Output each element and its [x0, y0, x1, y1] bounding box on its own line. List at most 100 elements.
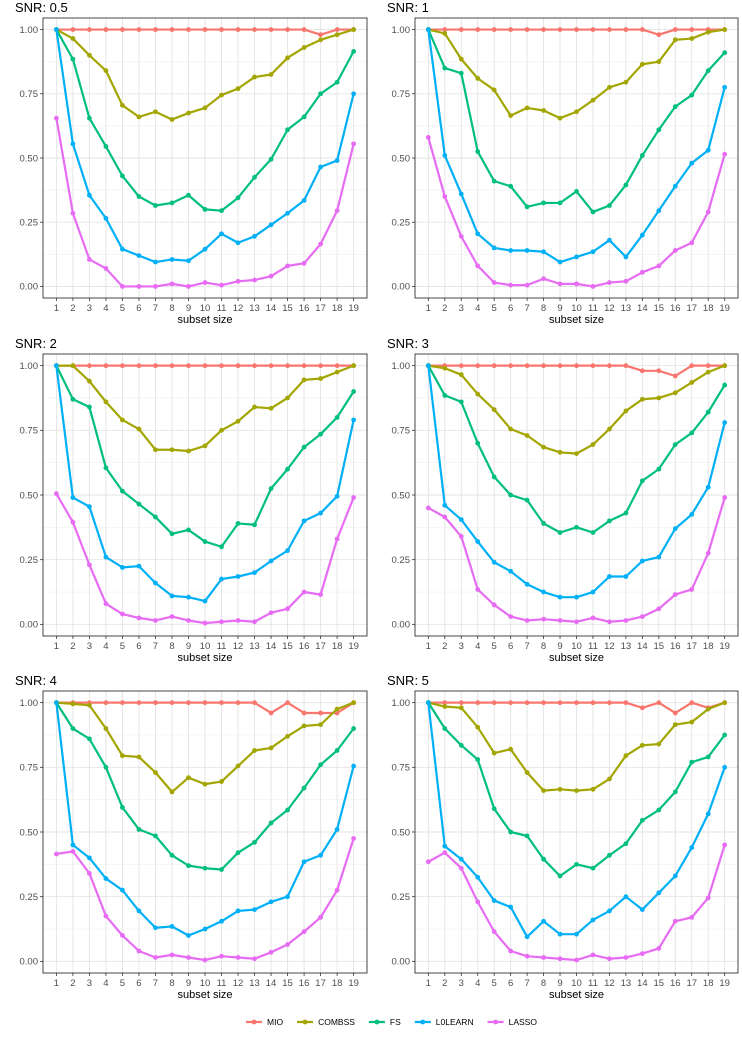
data-point-fs [235, 521, 241, 526]
data-point-lasso [235, 278, 241, 284]
data-point-lasso [722, 151, 728, 157]
tick-label-x: 12 [233, 978, 244, 989]
data-point-mio [508, 27, 514, 32]
data-point-l0learn [186, 933, 191, 938]
data-point-combss [656, 59, 662, 65]
series-combss [53, 363, 357, 454]
data-point-lasso [623, 278, 629, 284]
tick-label-x: 8 [169, 641, 174, 652]
tick-label-x: 2 [70, 978, 75, 989]
tick-label-x: 14 [637, 641, 648, 652]
data-point-fs [541, 856, 546, 862]
data-point-mio [153, 700, 158, 706]
data-point-mio [186, 363, 191, 369]
data-point-lasso [318, 241, 323, 247]
data-point-lasso [318, 592, 323, 598]
tick-label-y: 0.00 [20, 620, 39, 631]
data-point-combss [219, 779, 224, 784]
tick-label-x: 17 [315, 641, 326, 652]
data-point-lasso [574, 281, 579, 287]
data-point-combss [639, 742, 645, 748]
tick-label-x: 4 [103, 303, 108, 314]
data-point-l0learn [87, 192, 92, 198]
data-point-fs [153, 514, 158, 520]
data-point-combss [475, 75, 481, 81]
data-point-lasso [590, 952, 596, 958]
tick-label-x: 5 [492, 641, 497, 652]
panel-title: SNR: 1 [387, 0, 429, 15]
data-point-l0learn [574, 254, 579, 260]
data-point-fs [590, 530, 596, 535]
data-point-combss [120, 417, 125, 423]
data-point-mio [301, 710, 307, 716]
data-point-fs [153, 203, 158, 208]
tick-label-x: 16 [299, 978, 310, 989]
data-point-combss [153, 770, 158, 775]
data-point-lasso [557, 618, 563, 623]
data-point-lasso [557, 956, 563, 962]
series-l0learn [425, 27, 728, 265]
data-point-lasso [301, 929, 307, 935]
data-point-combss [318, 37, 323, 43]
data-point-lasso [656, 606, 662, 612]
data-point-combss [475, 724, 481, 730]
data-point-l0learn [202, 598, 208, 604]
data-point-mio [590, 700, 596, 706]
data-point-combss [235, 86, 241, 92]
data-point-mio [623, 27, 629, 32]
tick-label-y: 0.25 [392, 892, 411, 903]
data-point-lasso [169, 281, 175, 287]
tick-label-x: 8 [541, 978, 546, 989]
panel-5: SNR: 40.000.250.500.751.001 2 3 4 5 6 7 8 9 10 11 1… [15, 673, 368, 1001]
legend-label: FS [390, 1017, 401, 1027]
data-point-l0learn [475, 231, 481, 237]
data-point-mio [607, 700, 612, 706]
data-point-mio [202, 700, 208, 706]
series-lasso [425, 842, 728, 963]
data-point-mio [103, 700, 109, 706]
data-point-mio [103, 27, 109, 32]
data-point-fs [87, 115, 92, 121]
data-point-combss [334, 32, 340, 38]
tick-label-y: 0.00 [20, 957, 39, 968]
data-point-lasso [524, 953, 530, 959]
data-point-l0learn [442, 502, 448, 508]
data-point-combss [186, 448, 191, 454]
data-point-lasso [425, 859, 431, 865]
data-point-mio [252, 27, 257, 32]
data-point-combss [318, 722, 323, 728]
tick-label-x: 14 [637, 303, 648, 314]
data-point-lasso [103, 266, 109, 271]
series-fs [53, 27, 357, 214]
data-point-lasso [557, 281, 563, 287]
data-point-mio [491, 700, 497, 706]
tick-label-x: 15 [282, 303, 293, 314]
tick-label-x: 8 [169, 978, 174, 989]
data-point-fs [623, 841, 629, 847]
data-point-lasso [202, 957, 208, 963]
data-point-combss [235, 418, 241, 424]
tick-label-y: 0.00 [392, 282, 411, 293]
data-point-lasso [722, 495, 728, 500]
data-point-l0learn [285, 548, 290, 554]
data-point-fs [103, 764, 109, 770]
tick-label-y: 0.00 [392, 957, 411, 968]
data-point-l0learn [425, 363, 431, 369]
data-point-lasso [705, 895, 711, 901]
data-point-l0learn [268, 899, 274, 905]
data-point-l0learn [70, 495, 76, 500]
data-point-mio [442, 27, 448, 32]
data-point-lasso [458, 865, 464, 871]
data-point-mio [541, 363, 546, 369]
tick-label-y: 0.75 [392, 763, 411, 774]
data-point-l0learn [219, 231, 224, 237]
data-point-l0learn [70, 842, 76, 848]
data-point-l0learn [458, 856, 464, 862]
data-point-l0learn [442, 843, 448, 849]
data-point-mio [169, 700, 175, 706]
data-point-l0learn [252, 233, 257, 239]
data-point-mio [508, 363, 514, 369]
data-point-l0learn [103, 876, 109, 881]
data-point-l0learn [590, 249, 596, 255]
